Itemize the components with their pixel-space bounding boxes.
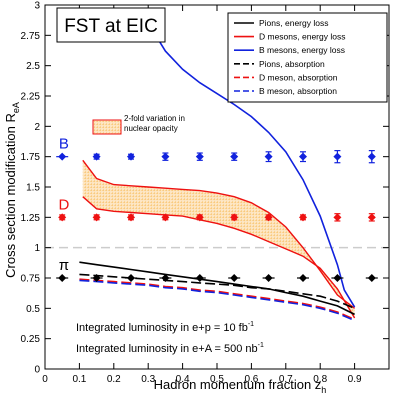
y-tick-label: 0 <box>34 365 40 376</box>
series-line <box>79 273 355 310</box>
data-point <box>58 213 67 222</box>
data-point <box>264 274 273 282</box>
band-legend-line-2: nuclear opacity <box>124 124 178 133</box>
data-point <box>92 213 101 222</box>
x-axis-title-sub: h <box>321 385 326 395</box>
lumi-eA-note: Integrated luminosity in e+A = 500 nb-1 <box>76 342 264 355</box>
lumi-eA-text: Integrated luminosity in e+A = 500 nb <box>76 343 258 355</box>
legend-label: D mesons, energy loss <box>259 32 345 42</box>
y-tick-label: 1.25 <box>21 213 41 224</box>
x-tick-label: 0.7 <box>279 374 293 385</box>
data-point <box>161 213 170 222</box>
y-axis-title: Cross section modification ReA <box>3 102 21 278</box>
data-point <box>92 274 101 282</box>
series-line <box>79 278 355 321</box>
data-point <box>127 274 135 282</box>
data-point <box>92 152 101 161</box>
nuclear-opacity-band <box>82 160 355 318</box>
data-point <box>299 152 307 161</box>
y-tick-label: 3 <box>34 1 40 12</box>
data-point <box>333 274 342 282</box>
x-tick-label: 0.9 <box>348 374 362 385</box>
data-point <box>195 274 204 282</box>
data-point <box>230 274 239 282</box>
data-point <box>127 213 135 222</box>
y-tick-label: 2 <box>34 122 40 133</box>
x-tick-label: 0.5 <box>210 374 224 385</box>
y-tick-label: 2.75 <box>21 31 41 42</box>
y-tick-label: 1.5 <box>26 183 40 194</box>
luminosity-notes: Integrated luminosity in e+p = 10 fb-1 I… <box>76 321 264 355</box>
data-point <box>264 213 273 222</box>
data-point <box>367 152 376 161</box>
y-tick-label: 0.75 <box>21 274 41 285</box>
data-point <box>367 274 376 282</box>
data-point <box>58 274 67 282</box>
data-point <box>230 152 239 161</box>
band-legend: 2-fold variation in nuclear opacity <box>92 114 185 135</box>
y-axis-title-sub: eA <box>11 102 21 113</box>
series-line <box>147 22 356 308</box>
data-point <box>195 152 204 161</box>
x-tick-label: 0.6 <box>244 374 258 385</box>
lumi-ep-text: Integrated luminosity in e+p = 10 fb <box>76 322 248 334</box>
lumi-eA-sup: -1 <box>258 342 264 349</box>
legend-label: B mesons, energy loss <box>259 45 345 55</box>
data-point <box>230 213 239 222</box>
data-point <box>333 152 342 161</box>
point-series-label: B <box>59 136 69 153</box>
point-series-label: D <box>58 196 69 213</box>
data-point <box>127 152 135 161</box>
plot-area: 0 0.1 0.2 0.3 0.4 0.5 0.6 0.7 0.8 0.9 0 0.25 0.5 0.75… <box>21 1 390 385</box>
legend-label: Pions, absorption <box>259 59 325 69</box>
y-tick-label: 2.25 <box>21 92 41 103</box>
y-tick-label: 0.5 <box>26 304 40 315</box>
x-tick-label: 0.2 <box>107 374 121 385</box>
x-tick-label: 0.4 <box>176 374 190 385</box>
data-point <box>264 152 273 161</box>
y-tick-label: 2.5 <box>26 61 40 72</box>
y-axis-title-main: Cross section modification R <box>3 113 18 278</box>
legend-box <box>227 12 388 103</box>
band-legend-swatch <box>92 119 122 135</box>
x-tick-label: 0.8 <box>313 374 327 385</box>
lumi-ep-note: Integrated luminosity in e+p = 10 fb-1 <box>76 321 254 334</box>
legend-label: Pions, energy loss <box>259 18 328 28</box>
chart-title: FST at EIC <box>64 16 158 37</box>
band-upper-edge <box>82 159 356 309</box>
x-tick-label: 0.3 <box>141 374 155 385</box>
legend-label: B meson, absorption <box>259 86 337 96</box>
data-point <box>195 213 204 222</box>
data-point <box>333 213 342 222</box>
data-point <box>299 274 307 282</box>
data-point <box>161 274 170 282</box>
data-point <box>367 213 376 222</box>
title-box: FST at EIC <box>56 7 166 43</box>
band-legend-line-1: 2-fold variation in <box>124 114 185 123</box>
x-tick-label: 0 <box>42 374 48 385</box>
series-line <box>79 261 355 316</box>
band-lower-edge <box>82 196 356 319</box>
y-tick-label: 0.25 <box>21 334 41 345</box>
legend-label: D meson, absorption <box>259 72 338 82</box>
y-tick-label: 1 <box>34 243 40 254</box>
lumi-ep-sup: -1 <box>248 321 254 328</box>
point-series-label: π <box>59 257 69 274</box>
data-point <box>161 152 170 161</box>
x-axis-title-main: Hadron momentum fraction z <box>154 377 322 392</box>
series-line <box>79 279 355 322</box>
data-point <box>299 213 307 222</box>
x-axis-title: Hadron momentum fraction zh <box>154 377 327 395</box>
y-tick-label: 1.75 <box>21 152 41 163</box>
legend: Pions, energy loss D mesons, energy loss B… <box>227 12 388 103</box>
x-tick-label: 0.1 <box>72 374 86 385</box>
data-point <box>58 152 67 161</box>
